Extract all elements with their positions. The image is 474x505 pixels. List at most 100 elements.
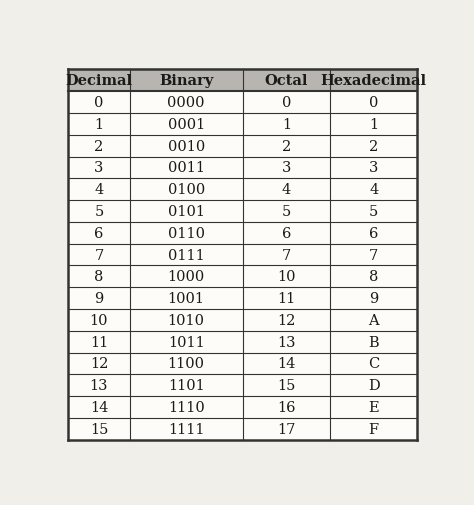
Bar <box>330 396 418 418</box>
Bar <box>129 310 243 331</box>
Bar <box>68 353 129 375</box>
Bar <box>243 179 330 200</box>
Bar <box>129 266 243 288</box>
Bar <box>129 375 243 396</box>
Text: 13: 13 <box>277 335 296 349</box>
Text: D: D <box>368 378 380 392</box>
Text: 0100: 0100 <box>168 183 205 197</box>
Text: 5: 5 <box>369 205 378 219</box>
Bar <box>129 70 243 92</box>
Text: 10: 10 <box>277 270 296 284</box>
Bar <box>243 222 330 244</box>
Text: 6: 6 <box>369 226 378 240</box>
Bar <box>243 288 330 310</box>
Bar <box>243 375 330 396</box>
Text: 11: 11 <box>277 291 296 306</box>
Text: 9: 9 <box>94 291 104 306</box>
Bar <box>243 266 330 288</box>
Text: 0000: 0000 <box>167 96 205 110</box>
Bar <box>243 331 330 353</box>
Text: 15: 15 <box>90 422 108 436</box>
Text: 1: 1 <box>282 118 291 132</box>
Text: 0110: 0110 <box>168 226 205 240</box>
Bar <box>129 114 243 135</box>
Bar <box>129 353 243 375</box>
Text: 14: 14 <box>90 400 108 414</box>
Bar <box>243 353 330 375</box>
Bar <box>129 288 243 310</box>
Bar <box>330 157 418 179</box>
Bar <box>129 179 243 200</box>
Text: 11: 11 <box>90 335 108 349</box>
Text: 1100: 1100 <box>168 357 205 371</box>
Text: 0: 0 <box>369 96 378 110</box>
Text: 2: 2 <box>282 139 291 154</box>
Bar <box>68 244 129 266</box>
Text: 3: 3 <box>282 161 291 175</box>
Bar <box>129 418 243 440</box>
Bar <box>68 179 129 200</box>
Bar <box>330 70 418 92</box>
Bar <box>129 222 243 244</box>
Bar <box>68 157 129 179</box>
Bar <box>129 396 243 418</box>
Bar <box>243 157 330 179</box>
Text: 12: 12 <box>90 357 108 371</box>
Bar <box>330 244 418 266</box>
Bar <box>330 331 418 353</box>
Text: 14: 14 <box>277 357 296 371</box>
Text: 0: 0 <box>94 96 104 110</box>
Text: E: E <box>368 400 379 414</box>
Text: 4: 4 <box>369 183 378 197</box>
Text: 1110: 1110 <box>168 400 205 414</box>
Text: 1000: 1000 <box>168 270 205 284</box>
Text: Hexadecimal: Hexadecimal <box>321 74 427 88</box>
Text: 0101: 0101 <box>168 205 205 219</box>
Bar <box>330 135 418 157</box>
Bar <box>330 310 418 331</box>
Bar <box>68 331 129 353</box>
Bar <box>330 266 418 288</box>
Text: 1111: 1111 <box>168 422 204 436</box>
Text: 1101: 1101 <box>168 378 205 392</box>
Bar <box>68 418 129 440</box>
Text: Binary: Binary <box>159 74 213 88</box>
Text: 5: 5 <box>94 205 104 219</box>
Text: 10: 10 <box>90 313 108 327</box>
Text: 7: 7 <box>369 248 378 262</box>
Text: 2: 2 <box>369 139 378 154</box>
Bar <box>243 135 330 157</box>
Bar <box>68 70 129 92</box>
Bar <box>129 157 243 179</box>
Bar <box>68 92 129 114</box>
Bar <box>68 200 129 222</box>
Bar <box>243 70 330 92</box>
Text: 8: 8 <box>369 270 378 284</box>
Text: 0001: 0001 <box>168 118 205 132</box>
Bar <box>243 200 330 222</box>
Bar <box>129 135 243 157</box>
Bar <box>330 114 418 135</box>
Text: C: C <box>368 357 379 371</box>
Text: 1001: 1001 <box>168 291 205 306</box>
Bar <box>330 418 418 440</box>
Text: 1: 1 <box>369 118 378 132</box>
Text: 0011: 0011 <box>168 161 205 175</box>
Bar <box>243 396 330 418</box>
Bar <box>129 331 243 353</box>
Bar <box>68 288 129 310</box>
Text: 0010: 0010 <box>168 139 205 154</box>
Bar <box>129 200 243 222</box>
Text: 2: 2 <box>94 139 104 154</box>
Text: 4: 4 <box>94 183 104 197</box>
Text: B: B <box>368 335 379 349</box>
Text: 3: 3 <box>94 161 104 175</box>
Text: 0111: 0111 <box>168 248 205 262</box>
Bar <box>330 200 418 222</box>
Text: 9: 9 <box>369 291 378 306</box>
Text: 17: 17 <box>277 422 296 436</box>
Text: 7: 7 <box>94 248 104 262</box>
Text: 1010: 1010 <box>168 313 205 327</box>
Bar <box>68 114 129 135</box>
Bar <box>330 222 418 244</box>
